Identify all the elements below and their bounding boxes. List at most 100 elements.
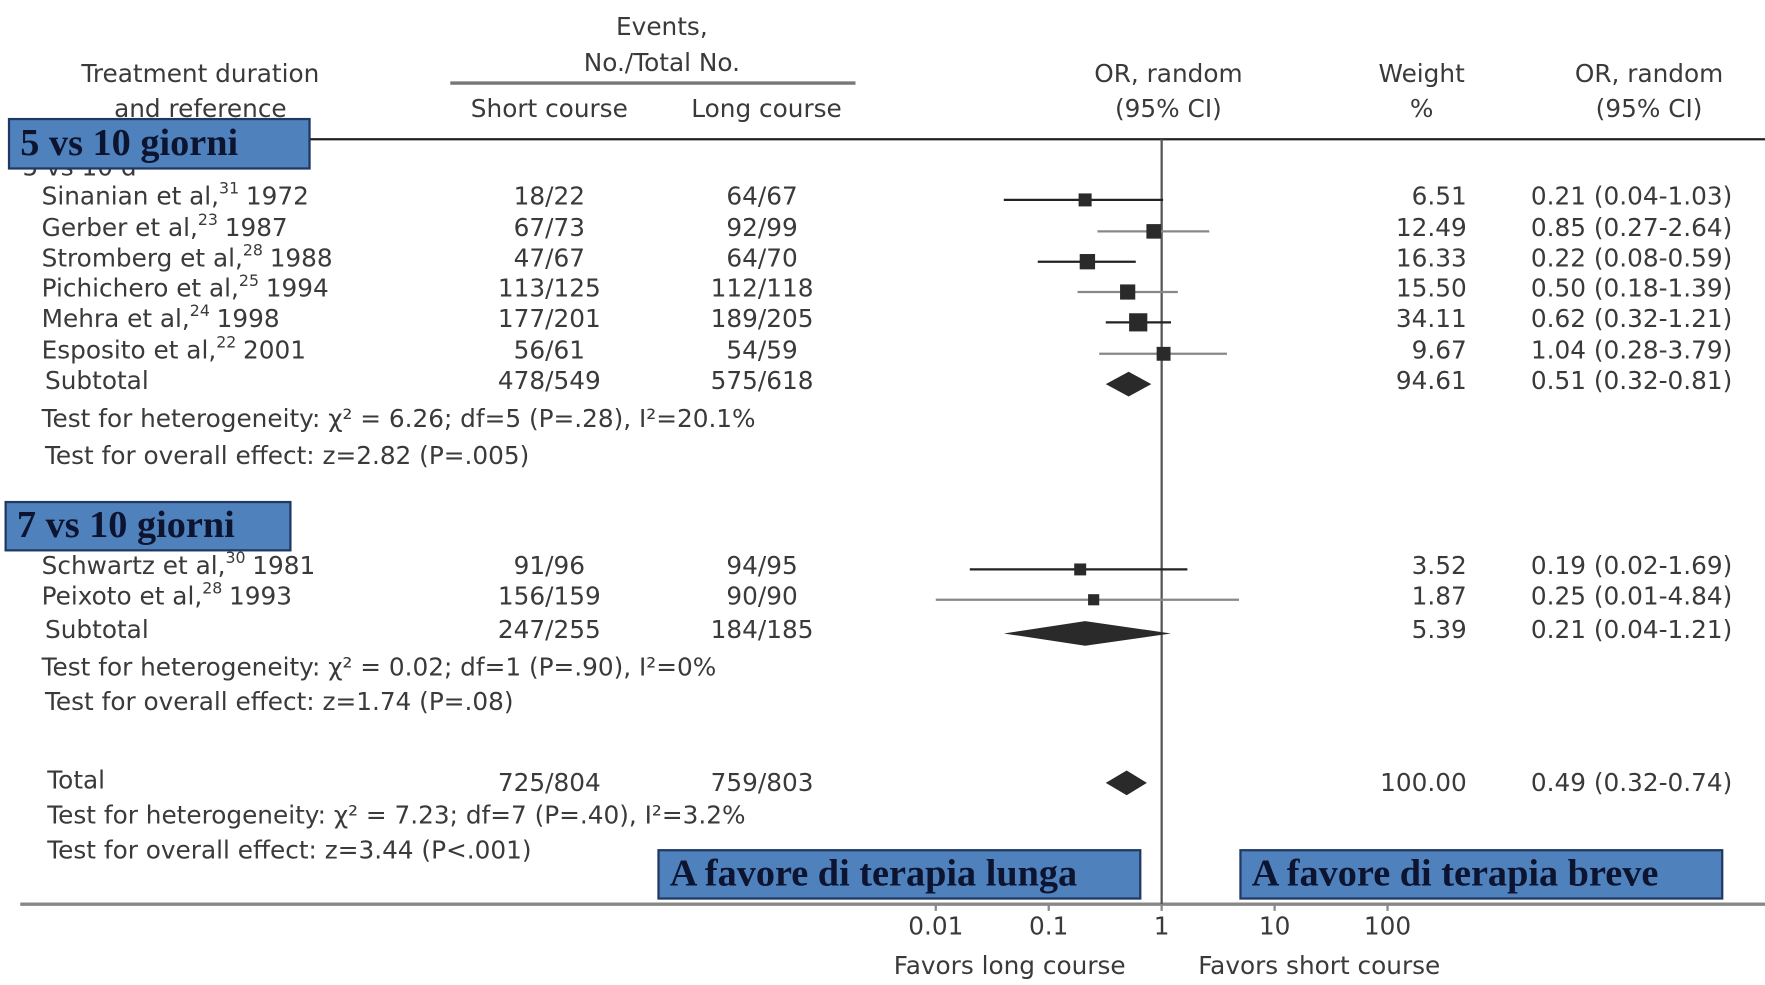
short-course: 725/804 [498, 768, 601, 797]
short-course: 156/159 [498, 582, 601, 611]
study-ref: 28 [243, 240, 263, 259]
study-label: Peixoto et al,28 1993 [42, 578, 292, 610]
study-ref: 30 [225, 548, 245, 567]
long-course: 759/803 [711, 768, 814, 797]
short-course: 247/255 [498, 615, 601, 644]
weight: 100.00 [1380, 768, 1467, 797]
weight: 3.52 [1412, 551, 1467, 580]
or-ci: 0.49 (0.32-0.74) [1531, 768, 1732, 797]
study-marker [1146, 224, 1161, 239]
heterogeneity: Test for heterogeneity: χ² = 6.26; df=5 … [41, 404, 756, 433]
study-ref: 25 [239, 270, 259, 289]
favors-label: Favors long course [894, 951, 1126, 980]
column-header: OR, random [1575, 59, 1723, 88]
column-header: Long course [691, 94, 841, 123]
column-header: Short course [471, 94, 628, 123]
page: {"chart_data": { "type": "forest", "colu… [0, 0, 1765, 985]
study-label: Gerber et al,231987 [42, 210, 288, 242]
column-header: Events, [616, 12, 708, 41]
study-year: 1987 [225, 213, 288, 242]
or-ci: 0.85 (0.27-2.64) [1531, 213, 1732, 242]
x-tick-label: 0.01 [908, 912, 963, 941]
long-course: 90/90 [726, 582, 797, 611]
short-course: 91/96 [514, 551, 585, 580]
weight: 94.61 [1396, 366, 1467, 395]
pooled-diamond [1106, 770, 1147, 795]
or-ci: 0.19 (0.02-1.69) [1531, 551, 1732, 580]
study-year: 1994 [266, 274, 329, 303]
study-year: 2001 [243, 336, 306, 365]
long-course: 112/118 [711, 274, 814, 303]
study-marker [1129, 313, 1147, 331]
study-name: Mehra et al, [42, 304, 190, 333]
banner-label: 7 vs 10 giorni [17, 504, 235, 546]
weight: 15.50 [1396, 274, 1467, 303]
or-ci: 0.22 (0.08-0.59) [1531, 243, 1732, 272]
long-course: 64/70 [726, 243, 797, 272]
short-course: 478/549 [498, 366, 601, 395]
study-year: 1993 [229, 582, 292, 611]
or-ci: 0.21 (0.04-1.21) [1531, 615, 1732, 644]
favors-label: Favors short course [1198, 951, 1440, 980]
or-ci: 0.21 (0.04-1.03) [1531, 182, 1732, 211]
or-ci: 1.04 (0.28-3.79) [1531, 336, 1732, 365]
column-header: (95% CI) [1596, 94, 1703, 123]
or-ci: 0.62 (0.32-1.21) [1531, 304, 1732, 333]
overall-effect: Test for overall effect: z=2.82 (P=.005) [44, 441, 529, 470]
long-course: 184/185 [711, 615, 814, 644]
study-year: 1972 [246, 182, 309, 211]
study-label: Pichichero et al,25 1994 [42, 270, 329, 302]
study-name: Schwartz et al, [42, 551, 226, 580]
study-year: 1981 [252, 551, 315, 580]
study-marker [1157, 347, 1171, 361]
column-header: Weight [1379, 59, 1466, 88]
short-course: 113/125 [498, 274, 601, 303]
study-year: 1988 [270, 243, 333, 272]
weight: 5.39 [1412, 615, 1467, 644]
weight: 6.51 [1412, 182, 1467, 211]
overall-effect: Test for overall effect: z=3.44 (P<.001) [46, 835, 531, 864]
study-ref: 23 [198, 210, 218, 229]
or-ci: 0.51 (0.32-0.81) [1531, 366, 1732, 395]
x-tick-label: 100 [1364, 912, 1411, 941]
study-name: Peixoto et al, [42, 582, 203, 611]
banner-label: A favore di terapia lunga [670, 852, 1077, 894]
banner-label: 5 vs 10 giorni [20, 122, 238, 164]
study-name: Esposito et al, [42, 336, 217, 365]
column-header: OR, random [1094, 59, 1242, 88]
study-marker [1079, 193, 1092, 206]
study-ref: 28 [202, 578, 222, 597]
column-header: (95% CI) [1115, 94, 1222, 123]
x-tick-label: 0.1 [1029, 912, 1068, 941]
or-ci: 0.25 (0.01-4.84) [1531, 582, 1732, 611]
short-course: 47/67 [514, 243, 585, 272]
weight: 1.87 [1412, 582, 1467, 611]
heterogeneity: Test for heterogeneity: χ² = 0.02; df=1 … [41, 652, 717, 681]
weight: 16.33 [1396, 243, 1467, 272]
heterogeneity: Test for heterogeneity: χ² = 7.23; df=7 … [46, 801, 745, 830]
x-tick-label: 1 [1154, 912, 1170, 941]
study-marker [1120, 284, 1135, 299]
long-course: 54/59 [726, 336, 797, 365]
column-header: Treatment duration [80, 59, 319, 88]
x-tick-label: 10 [1259, 912, 1291, 941]
long-course: 189/205 [711, 304, 814, 333]
overall-effect: Test for overall effect: z=1.74 (P=.08) [44, 687, 513, 716]
study-label: Stromberg et al,281988 [42, 240, 333, 272]
study-marker [1074, 563, 1086, 575]
study-name: Pichichero et al, [42, 274, 239, 303]
study-name: Sinanian et al, [42, 182, 219, 211]
column-header: No./Total No. [584, 48, 740, 77]
long-course: 64/67 [726, 182, 797, 211]
long-course: 94/95 [726, 551, 797, 580]
or-ci: 0.50 (0.18-1.39) [1531, 274, 1732, 303]
weight: 12.49 [1396, 213, 1467, 242]
weight: 9.67 [1412, 336, 1467, 365]
short-course: 56/61 [514, 336, 585, 365]
study-ref: 24 [190, 301, 210, 320]
pooled-diamond [1004, 621, 1171, 646]
study-marker [1088, 594, 1099, 605]
